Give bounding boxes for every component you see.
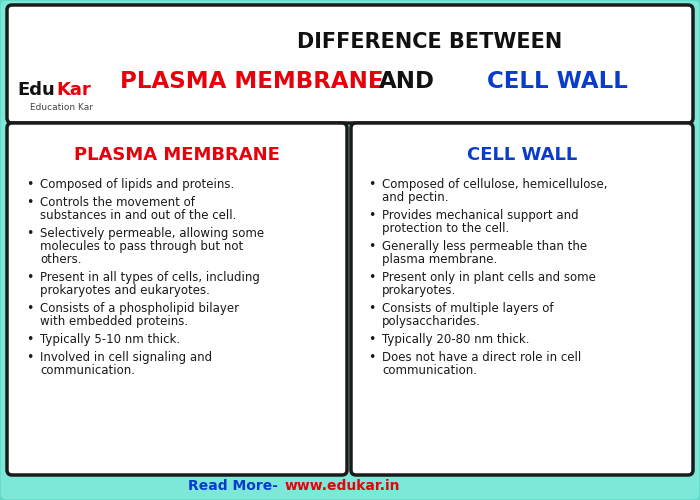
Text: CELL WALL: CELL WALL	[467, 146, 577, 164]
Text: Consists of multiple layers of: Consists of multiple layers of	[382, 302, 554, 315]
Text: with embedded proteins.: with embedded proteins.	[40, 315, 188, 328]
Text: Selectively permeable, allowing some: Selectively permeable, allowing some	[40, 227, 264, 240]
Text: Composed of lipids and proteins.: Composed of lipids and proteins.	[40, 178, 235, 191]
Text: •: •	[368, 209, 375, 222]
Text: AND: AND	[379, 70, 435, 94]
Text: •: •	[26, 227, 34, 240]
Text: PLASMA MEMBRANE: PLASMA MEMBRANE	[74, 146, 280, 164]
Text: •: •	[368, 302, 375, 315]
Text: DIFFERENCE BETWEEN: DIFFERENCE BETWEEN	[298, 32, 563, 52]
Text: Generally less permeable than the: Generally less permeable than the	[382, 240, 587, 253]
Text: •: •	[26, 196, 34, 209]
FancyBboxPatch shape	[7, 123, 347, 475]
Text: Composed of cellulose, hemicellulose,: Composed of cellulose, hemicellulose,	[382, 178, 608, 191]
Text: Read More-: Read More-	[188, 479, 283, 493]
Text: others.: others.	[40, 253, 81, 266]
Text: •: •	[368, 351, 375, 364]
Text: molecules to pass through but not: molecules to pass through but not	[40, 240, 244, 253]
Text: Consists of a phospholipid bilayer: Consists of a phospholipid bilayer	[40, 302, 239, 315]
Text: www.edukar.in: www.edukar.in	[285, 479, 400, 493]
Text: •: •	[26, 271, 34, 284]
Text: •: •	[368, 271, 375, 284]
Text: •: •	[26, 178, 34, 191]
Text: prokaryotes and eukaryotes.: prokaryotes and eukaryotes.	[40, 284, 210, 297]
Text: Present only in plant cells and some: Present only in plant cells and some	[382, 271, 596, 284]
Text: Typically 20-80 nm thick.: Typically 20-80 nm thick.	[382, 333, 529, 346]
Text: communication.: communication.	[40, 364, 135, 377]
Text: Does not have a direct role in cell: Does not have a direct role in cell	[382, 351, 581, 364]
Text: Controls the movement of: Controls the movement of	[40, 196, 195, 209]
Text: Edu: Edu	[18, 81, 55, 99]
Text: and pectin.: and pectin.	[382, 191, 449, 204]
FancyBboxPatch shape	[7, 5, 693, 123]
Text: Involved in cell signaling and: Involved in cell signaling and	[40, 351, 212, 364]
Text: •: •	[26, 351, 34, 364]
Text: •: •	[368, 333, 375, 346]
Text: Kar: Kar	[56, 81, 91, 99]
Text: •: •	[368, 240, 375, 253]
Text: prokaryotes.: prokaryotes.	[382, 284, 456, 297]
Text: •: •	[26, 302, 34, 315]
Text: Provides mechanical support and: Provides mechanical support and	[382, 209, 579, 222]
FancyBboxPatch shape	[351, 123, 693, 475]
Text: communication.: communication.	[382, 364, 477, 377]
Text: protection to the cell.: protection to the cell.	[382, 222, 510, 235]
Text: Typically 5-10 nm thick.: Typically 5-10 nm thick.	[40, 333, 180, 346]
Text: Present in all types of cells, including: Present in all types of cells, including	[40, 271, 260, 284]
Text: Education Kar: Education Kar	[31, 102, 94, 112]
Text: CELL WALL: CELL WALL	[486, 70, 627, 94]
Text: PLASMA MEMBRANE: PLASMA MEMBRANE	[120, 70, 384, 94]
Text: •: •	[26, 333, 34, 346]
Text: •: •	[368, 178, 375, 191]
Text: substances in and out of the cell.: substances in and out of the cell.	[40, 209, 237, 222]
Text: polysaccharides.: polysaccharides.	[382, 315, 481, 328]
Text: plasma membrane.: plasma membrane.	[382, 253, 497, 266]
